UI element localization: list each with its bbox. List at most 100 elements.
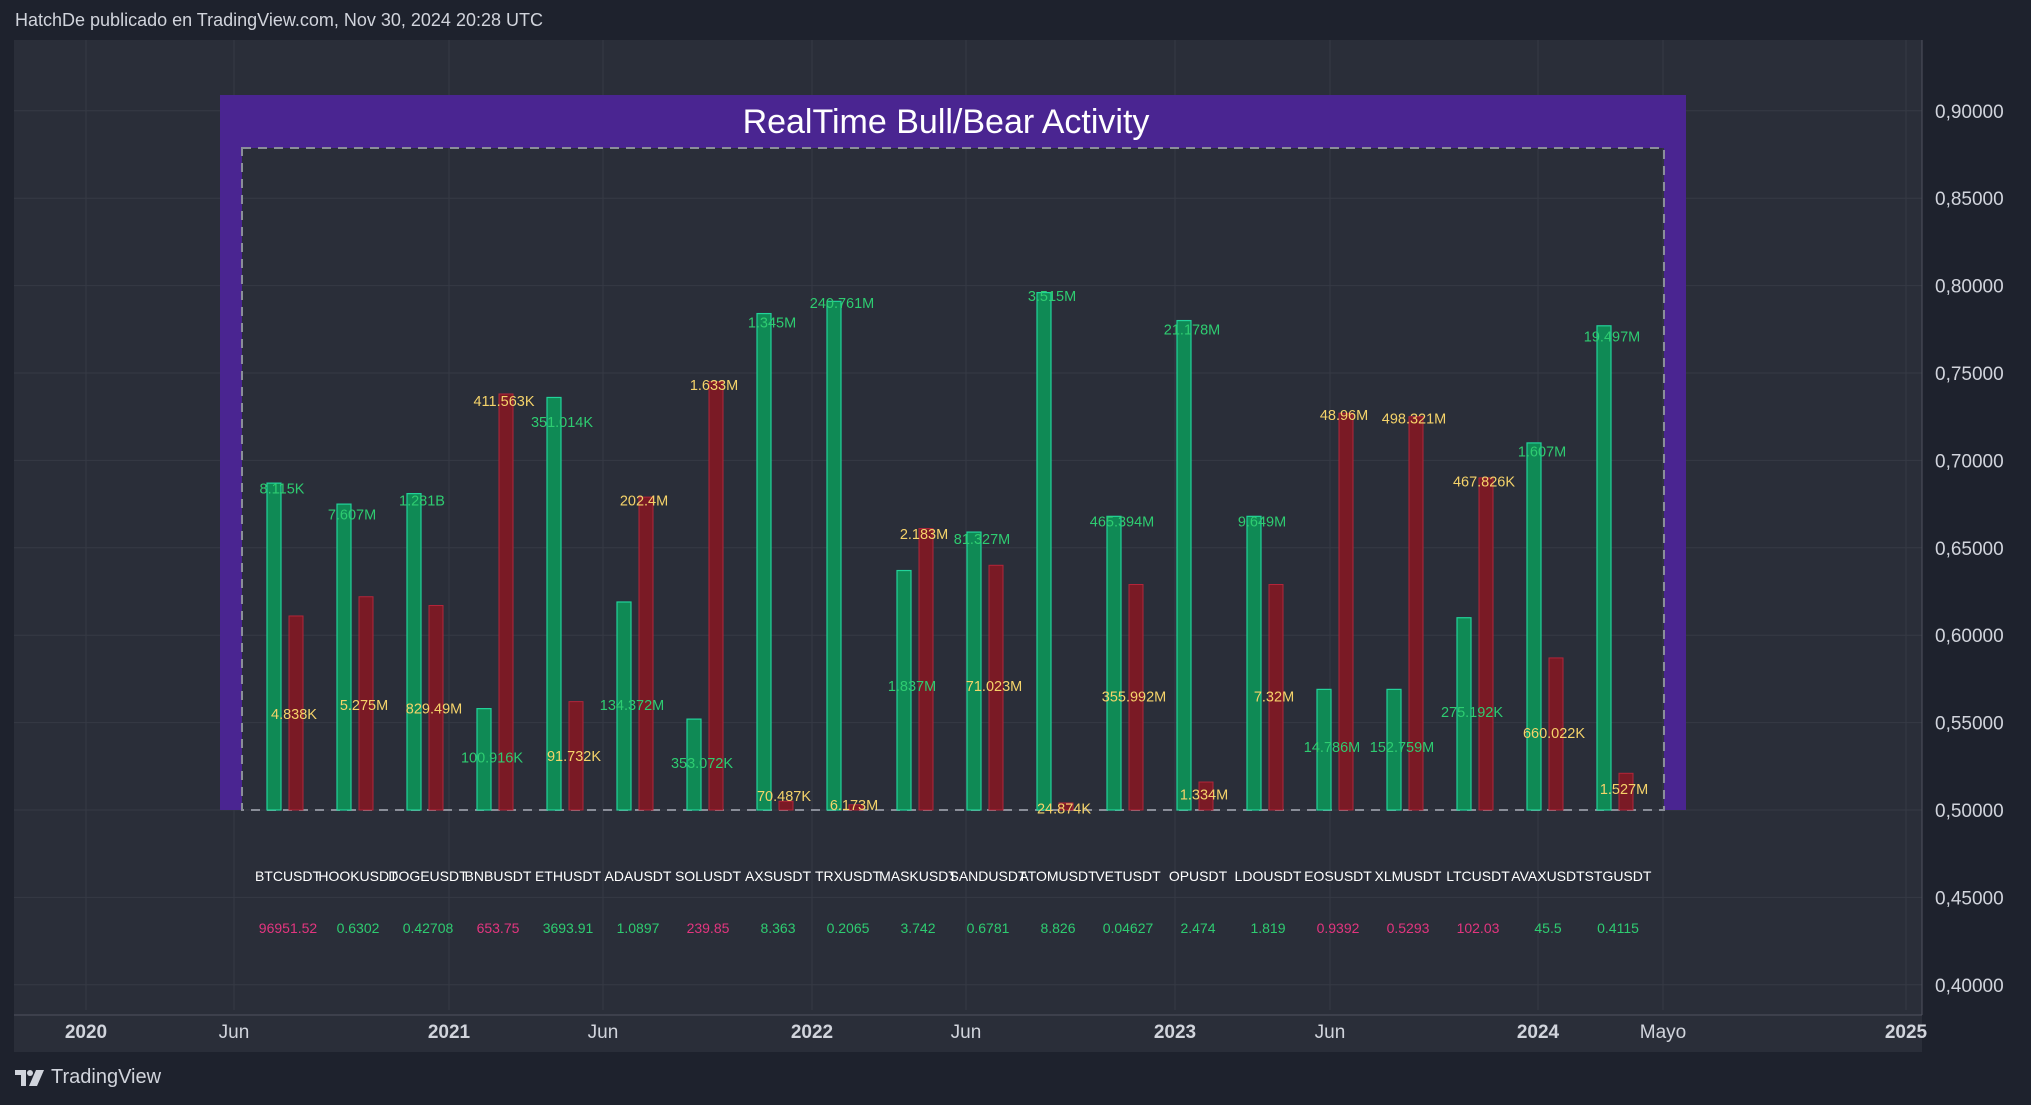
bull-value-label: 19.497M: [1584, 329, 1640, 345]
symbol-label: STGUSDT: [1585, 868, 1652, 884]
bear-value-label: 6.173M: [830, 798, 878, 814]
panel-inner-border: [241, 147, 1665, 811]
symbol-label: AXSUSDT: [745, 868, 812, 884]
bear-bar: [568, 701, 584, 811]
x-tick-label: Mayo: [1640, 1022, 1686, 1043]
price-label: 0.4115: [1597, 920, 1639, 936]
bull-value-label: 9.649M: [1238, 515, 1286, 531]
bear-value-label: 4.838K: [271, 707, 317, 723]
bear-bar: [358, 596, 374, 811]
price-axis[interactable]: 0,90000 0,85000 0,80000 0,75000 0,70000 0,650…: [1921, 40, 2004, 1015]
bear-bar: [428, 604, 444, 811]
x-tick-label: Jun: [951, 1022, 982, 1043]
y-tick-label: 0,90000: [1935, 102, 2004, 123]
brand-name: TradingView: [51, 1066, 162, 1088]
symbol-label: MASKUSDT: [879, 868, 957, 884]
bear-value-label: 660.022K: [1523, 726, 1585, 742]
bear-value-label: 829.49M: [406, 702, 462, 718]
bull-value-label: 1.837M: [888, 679, 936, 695]
bear-value-label: 1.633M: [690, 378, 738, 394]
bull-bar: [546, 396, 562, 811]
y-tick-label: 0,45000: [1935, 888, 2004, 909]
x-tick-label: Jun: [1315, 1022, 1346, 1043]
bull-bar: [966, 531, 982, 811]
price-label: 1.0897: [617, 920, 660, 936]
bear-bar: [988, 564, 1004, 811]
x-tick-label: 2024: [1517, 1022, 1560, 1043]
bull-bar: [1456, 617, 1472, 811]
bull-bar: [686, 718, 702, 811]
symbol-label: SOLUSDT: [675, 868, 742, 884]
bull-bar: [336, 503, 352, 811]
bear-bar: [498, 393, 514, 811]
time-axis[interactable]: 2020 Jun 2021 Jun 2022 Jun 2023 Jun 2024 Mayo 2025: [14, 1014, 1928, 1043]
bear-value-label: 2.183M: [900, 527, 948, 543]
price-label: 8.826: [1040, 920, 1075, 936]
bull-value-label: 465.394M: [1090, 515, 1155, 531]
bull-bar: [1386, 688, 1402, 811]
y-tick-label: 0,50000: [1935, 801, 2004, 822]
bull-bar: [1246, 515, 1262, 811]
price-label: 0.2065: [827, 920, 870, 936]
price-label: 0.9392: [1317, 920, 1360, 936]
bear-value-label: 498.321M: [1382, 411, 1447, 427]
symbol-label: LDOUSDT: [1235, 868, 1302, 884]
x-tick-label: 2025: [1885, 1022, 1928, 1043]
bull-value-label: 8.115K: [260, 481, 305, 497]
price-label: 1.819: [1250, 920, 1285, 936]
symbol-label: VETUSDT: [1095, 868, 1161, 884]
bear-bar: [1268, 584, 1284, 811]
tradingview-logo-icon: [15, 1069, 44, 1086]
footer-brand[interactable]: TradingView: [15, 1066, 161, 1089]
price-label: 2.474: [1180, 920, 1215, 936]
x-tick-label: Jun: [219, 1022, 250, 1043]
bull-value-label: 14.786M: [1304, 740, 1360, 756]
symbol-label: DOGEUSDT: [388, 868, 468, 884]
price-label: 96951.52: [259, 920, 318, 936]
bull-bar: [896, 569, 912, 811]
bull-value-label: 1.281B: [399, 494, 445, 510]
bull-value-label: 81.327M: [954, 532, 1010, 548]
bear-bar: [288, 615, 304, 811]
bull-value-label: 240.761M: [810, 296, 875, 312]
price-label: 239.85: [687, 920, 730, 936]
bear-bar: [1128, 584, 1144, 811]
symbol-label: ETHUSDT: [535, 868, 602, 884]
bear-bar: [1198, 781, 1214, 811]
bear-value-label: 24.874K: [1037, 801, 1091, 817]
price-label: 0.04627: [1103, 920, 1154, 936]
bull-value-label: 351.014K: [531, 415, 593, 431]
bull-bar: [1176, 319, 1192, 811]
symbol-label: LTCUSDT: [1446, 868, 1510, 884]
bear-bar: [1548, 657, 1564, 811]
bull-value-label: 152.759M: [1370, 740, 1435, 756]
bull-value-label: 1.607M: [1518, 445, 1566, 461]
bull-value-label: 1.345M: [748, 315, 796, 331]
symbol-label: BTCUSDT: [255, 868, 322, 884]
bull-bar: [1036, 291, 1052, 811]
bull-bar: [476, 708, 492, 811]
price-label: 653.75: [477, 920, 520, 936]
x-tick-label: 2022: [791, 1022, 833, 1043]
symbol-label: OPUSDT: [1169, 868, 1228, 884]
bull-value-label: 353.072K: [671, 756, 733, 772]
bear-bar: [1338, 412, 1354, 811]
bear-bar: [848, 804, 864, 811]
bull-bar: [616, 601, 632, 811]
y-tick-label: 0,85000: [1935, 189, 2004, 210]
bull-bar: [826, 300, 842, 811]
bear-value-label: 411.563K: [473, 394, 534, 410]
bull-value-label: 134.372M: [600, 698, 665, 714]
bull-bar: [1106, 515, 1122, 811]
bear-value-label: 1.334M: [1180, 787, 1228, 803]
bull-value-label: 21.178M: [1164, 322, 1220, 338]
bars-layer: [266, 291, 1634, 811]
bull-bar: [406, 493, 422, 811]
bull-value-label: 7.607M: [328, 508, 376, 524]
chart-title: RealTime Bull/Bear Activity: [743, 103, 1150, 141]
value-labels-layer: 8.115K 4.838K BTCUSDT 96951.52 7.607M 5.275M H…: [255, 289, 1652, 936]
publication-header: HatchDe publicado en TradingView.com, No…: [15, 10, 543, 30]
bull-value-label: 3.515M: [1028, 289, 1076, 305]
x-tick-label: Jun: [588, 1022, 619, 1043]
